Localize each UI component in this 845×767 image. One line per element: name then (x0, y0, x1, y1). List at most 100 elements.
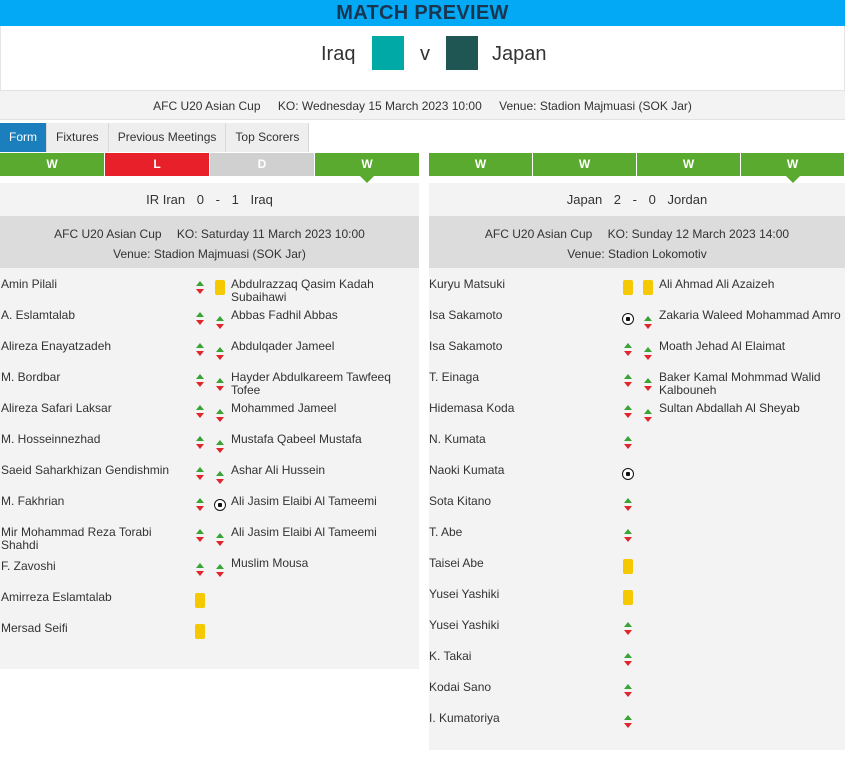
match-competition: AFC U20 Asian Cup (484, 227, 593, 241)
sub-icon (622, 404, 634, 420)
form-result-4[interactable]: W (741, 153, 844, 183)
form-result-4[interactable]: W (315, 153, 419, 183)
sub-icon (622, 683, 634, 699)
home-player-name[interactable]: Mir Mohammad Reza Torabi Shahdi (1, 525, 152, 552)
tab-top-scorers[interactable]: Top Scorers (226, 123, 310, 152)
sub-icon (642, 377, 654, 393)
sub-icon (194, 435, 206, 451)
yellow-card-icon (214, 280, 226, 296)
sub-icon (622, 621, 634, 637)
home-player-name[interactable]: Kuryu Matsuki (429, 277, 506, 291)
home-player-name[interactable]: K. Takai (429, 649, 472, 663)
home-player-name[interactable]: Naoki Kumata (429, 463, 505, 477)
match-info-bar: AFC U20 Asian Cup KO: Wednesday 15 March… (0, 90, 845, 120)
match-score-line[interactable]: IR Iran 0 - 1 Iraq (0, 183, 419, 216)
sub-icon (214, 346, 226, 362)
score-away-team: Iraq (250, 192, 273, 207)
form-result-2[interactable]: L (105, 153, 209, 176)
home-player-name[interactable]: Alireza Safari Laksar (1, 401, 112, 415)
sub-icon (194, 404, 206, 420)
competition-label: AFC U20 Asian Cup (153, 99, 261, 113)
home-player-name[interactable]: N. Kumata (429, 432, 486, 446)
match-details: AFC U20 Asian Cup KO: Saturday 11 March … (0, 216, 419, 268)
home-player-name[interactable]: T. Abe (429, 525, 463, 539)
home-player-name[interactable]: Amirreza Eslamtalab (1, 590, 112, 604)
versus-label: v (420, 43, 430, 65)
home-player-name[interactable]: Saeid Saharkhizan Gendishmin (1, 463, 170, 477)
home-player-name[interactable]: Sota Kitano (429, 494, 492, 508)
score-home-team: IR Iran (146, 192, 186, 207)
sub-icon (194, 466, 206, 482)
home-player-name[interactable]: Isa Sakamoto (429, 308, 503, 322)
away-player-name[interactable]: Abbas Fadhil Abbas (231, 308, 338, 322)
home-player-name[interactable]: M. Bordbar (1, 370, 61, 384)
tab-previous-meetings[interactable]: Previous Meetings (108, 123, 227, 152)
score-home-goals: 0 (196, 192, 204, 207)
home-player-name[interactable]: F. Zavoshi (1, 559, 56, 573)
yellow-card-icon (194, 624, 206, 640)
home-player-name[interactable]: Isa Sakamoto (429, 339, 503, 353)
home-team-name[interactable]: Iraq (321, 43, 356, 65)
home-player-name[interactable]: M. Hosseinnezhad (1, 432, 101, 446)
sub-icon (214, 408, 226, 424)
away-player-name[interactable]: Sultan Abdallah Al Sheyab (659, 401, 800, 415)
home-player-name[interactable]: M. Fakhrian (1, 494, 65, 508)
home-player-name[interactable]: Yusei Yashiki (429, 587, 500, 601)
page-title: MATCH PREVIEW (0, 0, 845, 26)
away-player-name[interactable]: Muslim Mousa (231, 556, 309, 570)
sub-icon (194, 342, 206, 358)
away-player-name[interactable]: Mustafa Qabeel Mustafa (231, 432, 362, 446)
home-player-name[interactable]: T. Einaga (429, 370, 480, 384)
away-player-name[interactable]: Ali Jasim Elaibi Al Tameemi (231, 494, 377, 508)
sub-icon (642, 408, 654, 424)
home-player-name[interactable]: Yusei Yashiki (429, 618, 500, 632)
home-player-name[interactable]: Hidemasa Koda (429, 401, 515, 415)
away-player-name[interactable]: Hayder Abdulkareem Tawfeeq Tofee (231, 370, 391, 397)
sub-icon (622, 714, 634, 730)
away-player-name[interactable]: Abdulrazzaq Qasim Kadah Subaihawi (231, 277, 374, 304)
away-player-name[interactable]: Mohammed Jameel (231, 401, 337, 415)
home-last-match-panel: IR Iran 0 - 1 Iraq AFC U20 Asian Cup KO:… (0, 183, 419, 669)
lineups: Amin Pilali A. Eslamtalab Alireza Enayatza… (0, 268, 419, 669)
home-player-name[interactable]: Kodai Sano (429, 680, 492, 694)
form-result-3[interactable]: D (210, 153, 314, 176)
home-player-name[interactable]: A. Eslamtalab (1, 308, 76, 322)
away-team-name[interactable]: Japan (492, 43, 547, 65)
away-player-name[interactable]: Ashar Ali Hussein (231, 463, 326, 477)
teams-header: Iraq v Japan (0, 26, 845, 90)
tab-fixtures[interactable]: Fixtures (47, 123, 109, 152)
away-player-name[interactable]: Baker Kamal Mohmmad Walid Kalbouneh (659, 370, 821, 397)
sub-icon (194, 562, 206, 578)
match-score-line[interactable]: Japan 2 - 0 Jordan (429, 183, 845, 216)
kickoff-label: KO: Wednesday 15 March 2023 10:00 (277, 99, 482, 113)
home-player-name[interactable]: Mersad Seifi (1, 621, 68, 635)
home-player-name[interactable]: I. Kumatoriya (429, 711, 500, 725)
away-player-name[interactable]: Ali Jasim Elaibi Al Tameemi (231, 525, 377, 539)
home-player-name[interactable]: Alireza Enayatzadeh (1, 339, 112, 353)
score-away-team: Jordan (667, 192, 708, 207)
sub-icon (622, 435, 634, 451)
preview-tabs: Form Fixtures Previous Meetings Top Scor… (0, 123, 310, 152)
sub-icon (194, 528, 206, 544)
form-result-1[interactable]: W (429, 153, 532, 176)
sub-icon (194, 373, 206, 389)
score-separator: - (215, 192, 220, 207)
away-player-name[interactable]: Moath Jehad Al Elaimat (659, 339, 786, 353)
sub-icon (622, 652, 634, 668)
form-result-3[interactable]: W (637, 153, 740, 176)
sub-icon (214, 470, 226, 486)
score-home-goals: 2 (613, 192, 622, 207)
score-away-goals: 1 (231, 192, 239, 207)
home-player-name[interactable]: Taisei Abe (429, 556, 484, 570)
form-result-1[interactable]: W (0, 153, 104, 176)
form-result-2[interactable]: W (533, 153, 636, 176)
home-player-name[interactable]: Amin Pilali (1, 277, 58, 291)
away-player-name[interactable]: Abdulqader Jameel (231, 339, 335, 353)
sub-icon (622, 342, 634, 358)
match-venue: Venue: Stadion Majmuasi (SOK Jar) (113, 247, 306, 261)
yellow-card-icon (642, 280, 654, 296)
away-player-name[interactable]: Zakaria Waleed Mohammad Amro (659, 308, 841, 322)
away-player-name[interactable]: Ali Ahmad Ali Azaizeh (659, 277, 775, 291)
tab-form[interactable]: Form (0, 123, 47, 152)
